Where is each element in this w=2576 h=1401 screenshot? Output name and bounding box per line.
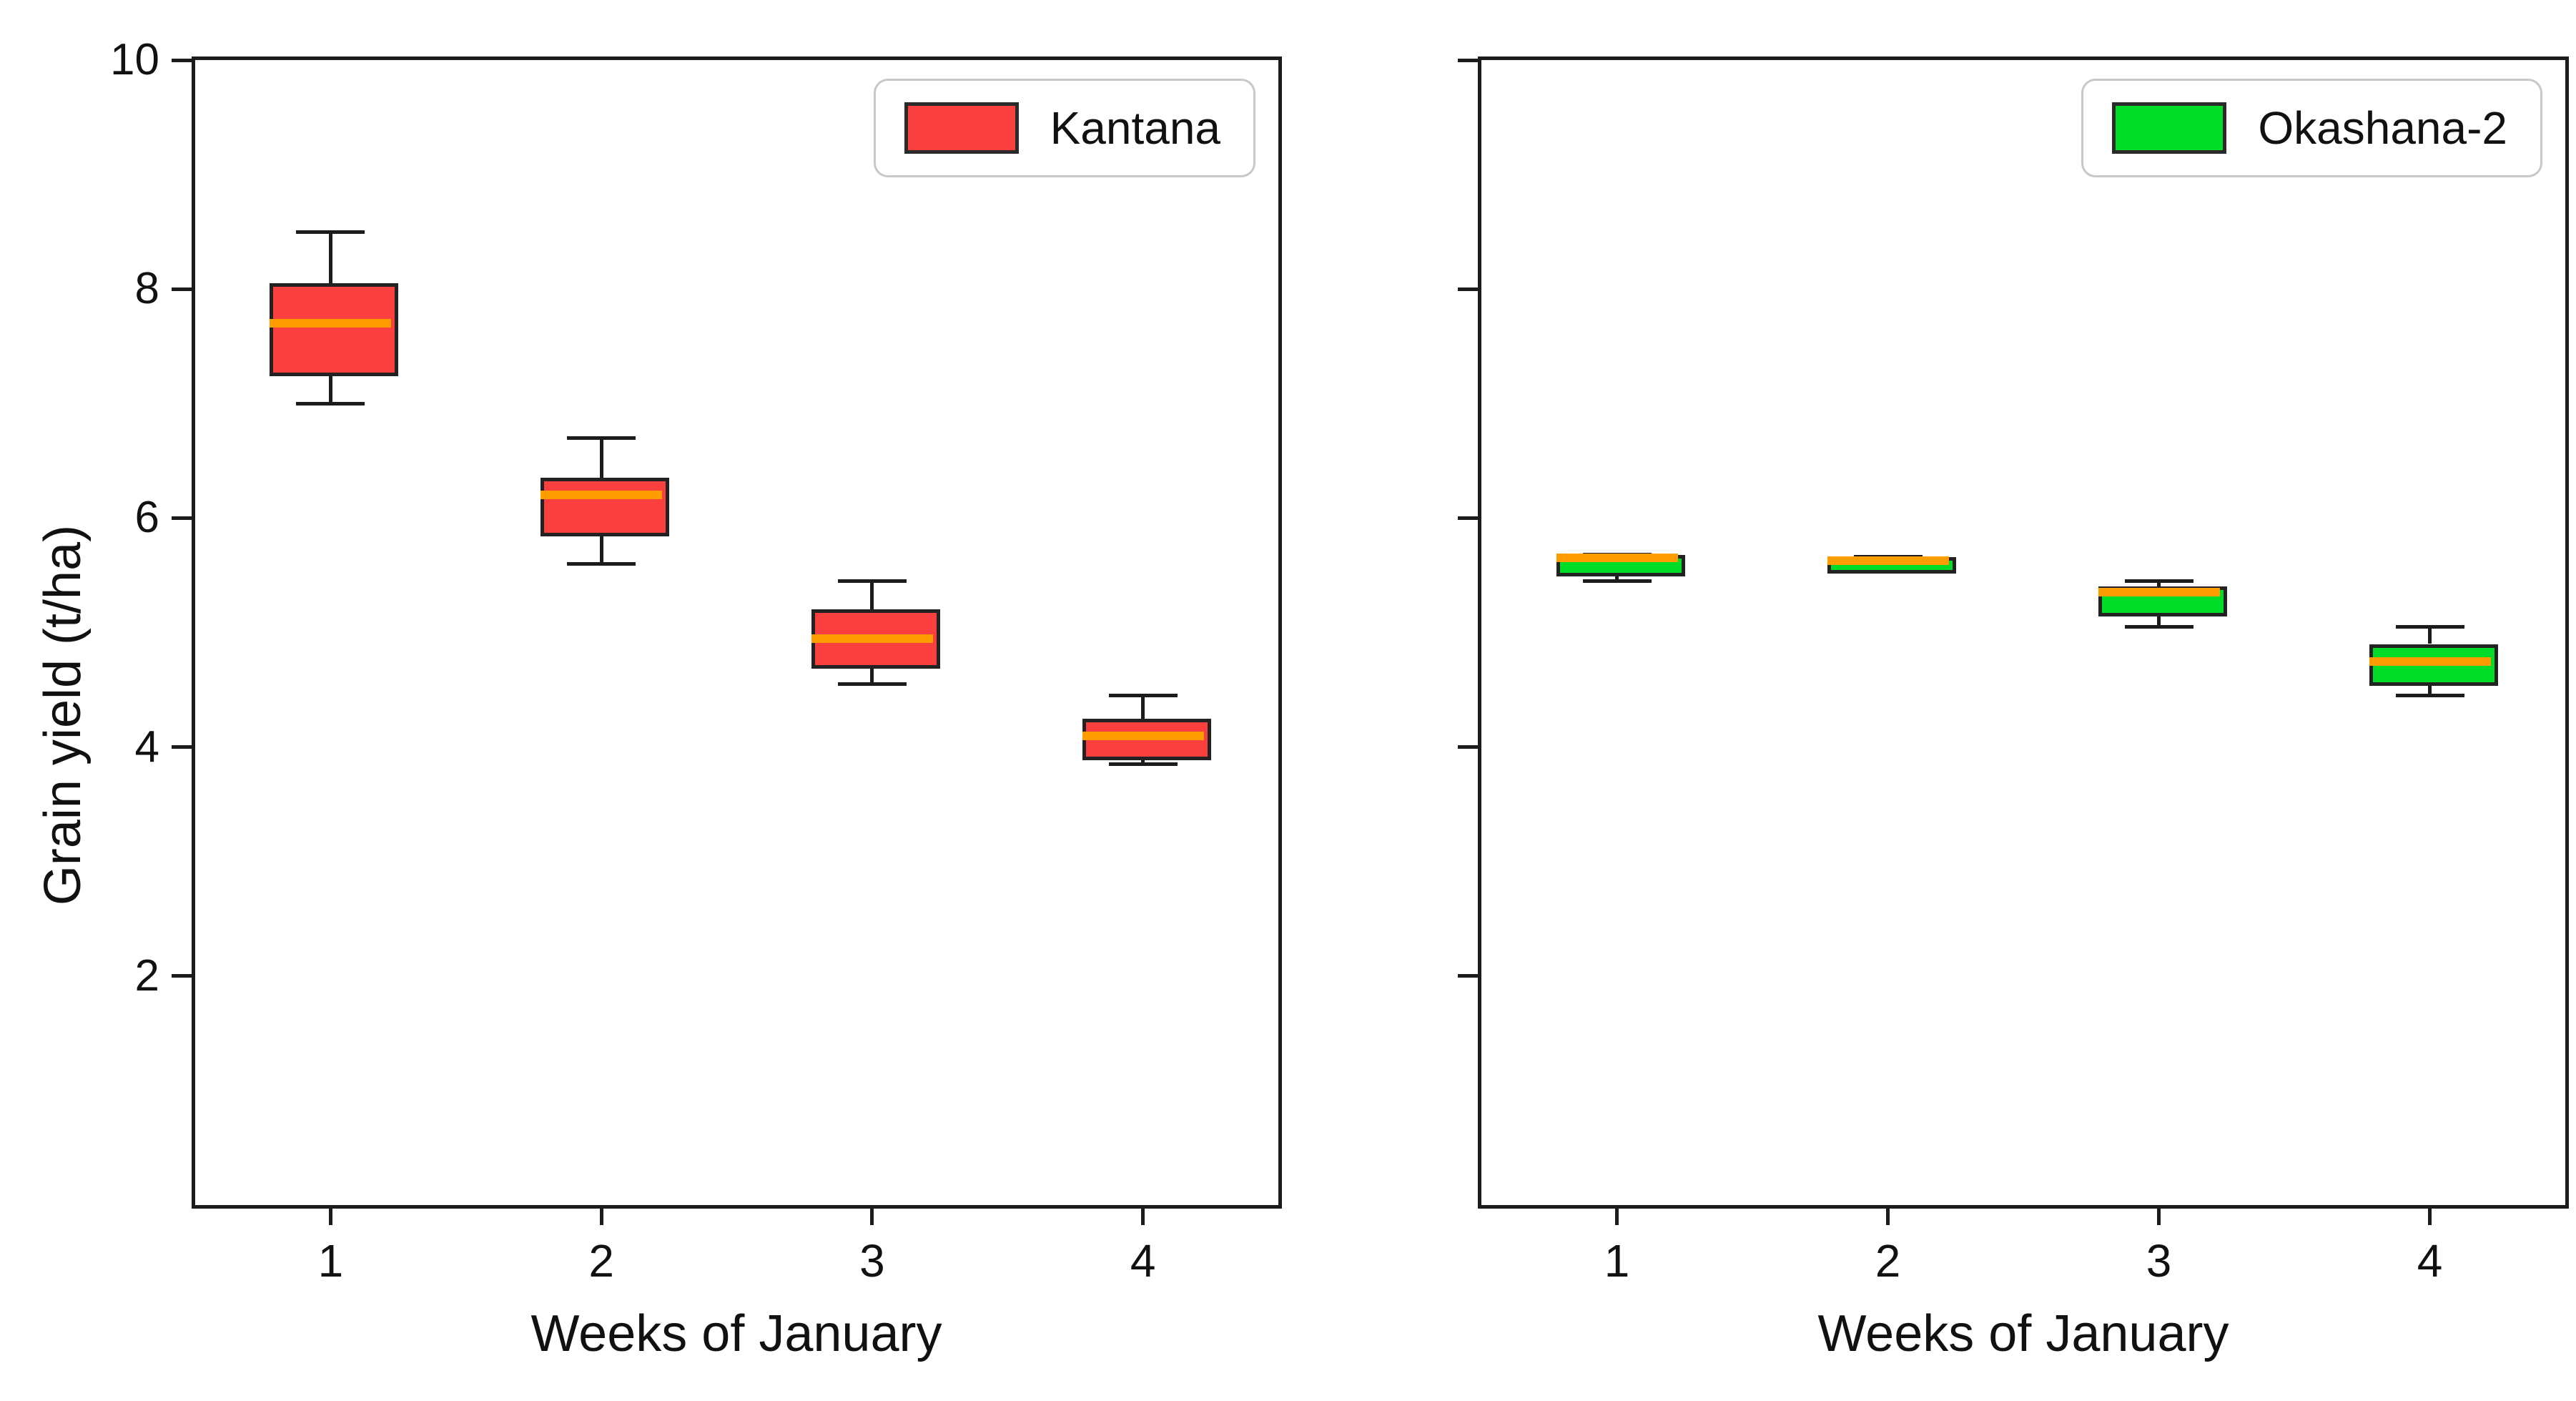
y-tick-label-2: 2 [134,950,159,1001]
y-tick-8 [172,287,192,291]
upper-cap-week-4 [2395,624,2464,629]
legend-kantana: Kantana [873,79,1255,177]
lower-cap-week-1 [296,401,365,405]
lower-cap-week-4 [1108,762,1178,767]
axes-panel-right: Okashana-2 Weeks of January 1 2 3 4 [1458,56,2569,1360]
lower-whisker-week-3 [2157,609,2161,627]
median-week-3 [811,634,933,643]
x-tick-label-2: 2 [1875,1235,1901,1287]
upper-cap-week-2 [567,436,636,440]
x-tick-label-4: 4 [2417,1235,2443,1287]
lower-whisker-week-4 [2428,678,2432,696]
x-tick-4 [1141,1205,1145,1225]
y-tick-label-8: 8 [134,264,159,314]
legend-label: Okashana-2 [2258,102,2507,154]
x-tick-label-3: 3 [2146,1235,2172,1287]
lower-cap-week-3 [2124,624,2193,629]
y-axis-label: Grain yield (t/ha) [34,524,92,906]
y-tick-10 [172,58,192,62]
upper-whisker-week-4 [1141,695,1145,719]
upper-whisker-week-4 [2428,626,2432,644]
upper-whisker-week-2 [599,438,603,478]
upper-whisker-week-3 [2157,581,2161,587]
x-axis-label-left: Weeks of January [531,1305,942,1362]
legend-swatch-red [904,102,1019,154]
median-week-2 [1827,556,1949,565]
x-tick-3 [2157,1205,2161,1225]
lower-whisker-week-2 [599,529,603,564]
upper-whisker-week-3 [870,581,874,610]
median-week-1 [1556,554,1678,563]
lower-cap-week-2 [567,561,636,566]
upper-cap-week-4 [1108,694,1178,698]
median-week-1 [270,319,392,328]
box-week-1 [270,283,399,377]
legend-okashana: Okashana-2 [2081,79,2542,177]
median-week-4 [2369,657,2491,666]
lower-cap-week-3 [837,682,907,687]
x-tick-label-1: 1 [317,1235,344,1287]
lower-whisker-week-1 [328,369,332,404]
legend-label: Kantana [1050,102,1220,154]
axes-panel-left: Kantana Weeks of January 2 4 6 8 10 1 2 3 4 [110,38,1282,1360]
median-week-3 [2098,588,2220,597]
lower-whisker-week-3 [870,661,874,684]
x-axis-label-right: Weeks of January [1817,1305,2229,1362]
lower-cap-week-1 [1582,579,1652,583]
median-week-2 [541,491,663,500]
upper-cap-week-1 [296,230,365,234]
x-tick-3 [870,1205,874,1225]
x-tick-label-2: 2 [588,1235,614,1287]
median-week-4 [1082,731,1204,740]
upper-whisker-week-1 [328,232,332,284]
legend-swatch-green [2112,102,2227,154]
x-tick-2 [1886,1205,1890,1225]
y-tick-10 [1458,58,1478,62]
y-tick-label-6: 6 [134,493,159,543]
x-tick-label-1: 1 [1604,1235,1630,1287]
y-tick-8 [1458,287,1478,291]
x-tick-label-3: 3 [859,1235,885,1287]
lower-cap-week-4 [2395,694,2464,698]
x-tick-2 [599,1205,603,1225]
y-tick-2 [172,974,192,978]
y-tick-6 [172,516,192,520]
upper-cap-week-3 [2124,579,2193,583]
y-tick-2 [1458,974,1478,978]
x-tick-label-4: 4 [1130,1235,1156,1287]
x-tick-4 [2428,1205,2432,1225]
y-tick-4 [172,745,192,749]
x-tick-1 [1615,1205,1619,1225]
y-tick-label-4: 4 [134,722,159,772]
y-tick-label-10: 10 [110,35,159,84]
y-tick-4 [1458,745,1478,749]
box-week-2 [541,478,670,537]
x-tick-1 [328,1205,332,1225]
y-tick-6 [1458,516,1478,520]
upper-cap-week-3 [837,579,907,583]
